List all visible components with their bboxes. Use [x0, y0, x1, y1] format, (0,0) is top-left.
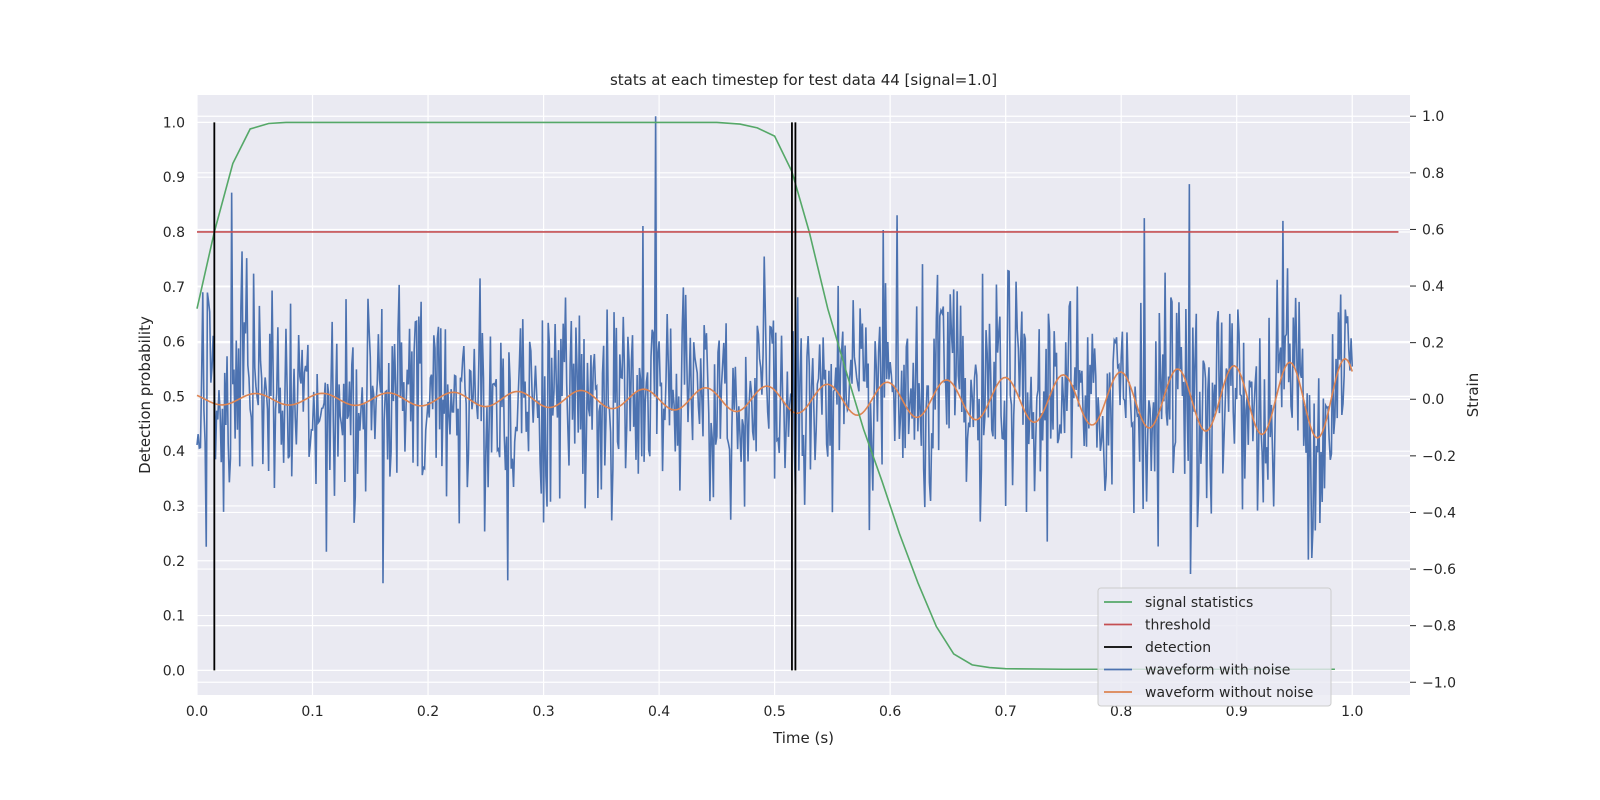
legend-box — [1097, 587, 1332, 707]
x-tick-label: 0.0 — [186, 704, 208, 720]
x-axis-label: Time (s) — [772, 729, 834, 747]
y-tick-label: 0.6 — [163, 335, 185, 351]
x-tick-label: 0.3 — [532, 704, 554, 720]
y-tick-label: 0.7 — [163, 280, 185, 296]
x-tick-label: 0.2 — [417, 704, 439, 720]
y-right-tick-label: −0.4 — [1422, 505, 1456, 521]
legend-label: signal statistics — [1145, 595, 1253, 611]
right-axis-ticks: −1.0 −0.8 −0.6 −0.4 −0.2 0.0 0.2 0.4 0.6 0.8 1.0 — [1410, 109, 1456, 691]
legend-label: detection — [1145, 640, 1211, 656]
series-waveform-with-noise — [196, 116, 1354, 584]
y-tick-label: 0.3 — [163, 499, 185, 515]
legend: signal statistics threshold detection wavef… — [1097, 587, 1332, 707]
x-tick-label: 0.5 — [763, 704, 785, 720]
legend-label: waveform without noise — [1145, 685, 1313, 701]
x-tick-label: 1.0 — [1341, 704, 1363, 720]
y-right-tick-label: −0.2 — [1422, 449, 1456, 465]
y-tick-label: 0.8 — [163, 225, 185, 241]
y-tick-label: 0.4 — [163, 444, 185, 460]
x-tick-label: 0.1 — [301, 704, 323, 720]
y-tick-label: 0.2 — [163, 554, 185, 570]
x-tick-label: 0.7 — [995, 704, 1017, 720]
x-tick-label: 0.8 — [1110, 704, 1132, 720]
legend-label: waveform with noise — [1145, 663, 1290, 679]
y-right-tick-label: 0.0 — [1422, 392, 1444, 408]
y-right-tick-label: 0.6 — [1422, 222, 1444, 238]
y-right-tick-label: −0.6 — [1422, 562, 1456, 578]
y-right-tick-label: 1.0 — [1422, 109, 1444, 125]
y-tick-label: 0.5 — [163, 389, 185, 405]
chart-title: stats at each timestep for test data 44 … — [610, 71, 997, 89]
bottom-axis-ticks: 0.0 0.1 0.2 0.3 0.4 0.5 0.6 0.7 0.8 0.9 1.0 — [186, 704, 1364, 720]
y-right-tick-label: 0.2 — [1422, 336, 1444, 352]
y-tick-label: 0.9 — [163, 170, 185, 186]
y-tick-label: 0.0 — [163, 663, 185, 679]
x-tick-label: 0.9 — [1226, 704, 1248, 720]
y-axis-label: Detection probability — [136, 316, 154, 474]
series-waveform-without-noise — [196, 357, 1353, 439]
y-right-tick-label: −1.0 — [1422, 675, 1456, 691]
y-right-tick-label: −0.8 — [1422, 619, 1456, 635]
y-right-tick-label: 0.8 — [1422, 166, 1444, 182]
x-tick-label: 0.4 — [648, 704, 670, 720]
series-layer — [196, 116, 1399, 671]
legend-label: threshold — [1145, 618, 1211, 634]
y-right-tick-label: 0.4 — [1422, 279, 1444, 295]
left-axis-ticks: 0.0 0.1 0.2 0.3 0.4 0.5 0.6 0.7 0.8 0.9 1.0 — [163, 115, 185, 679]
x-tick-label: 0.6 — [879, 704, 901, 720]
y-tick-label: 1.0 — [163, 115, 185, 131]
y-tick-label: 0.1 — [163, 609, 185, 625]
y-axis-right-label: Strain — [1464, 373, 1482, 417]
